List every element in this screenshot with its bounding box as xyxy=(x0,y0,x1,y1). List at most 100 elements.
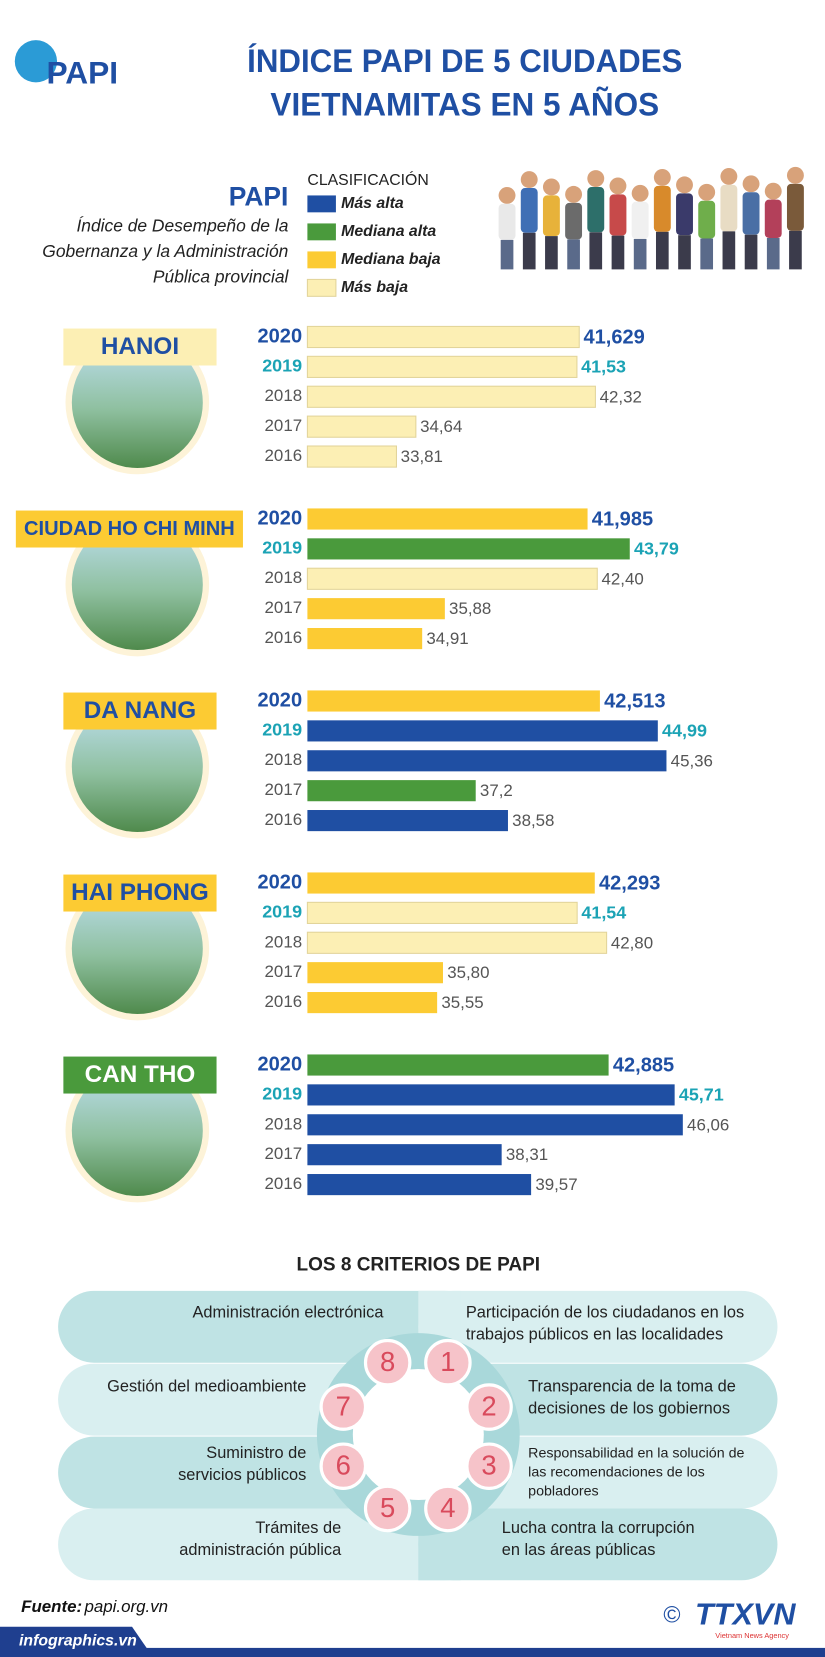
criteria-number-badge xyxy=(424,1338,472,1387)
bar xyxy=(306,445,397,468)
year-label: 2019 xyxy=(262,1084,302,1104)
value-label: 41,54 xyxy=(581,903,626,923)
criteria-number-badge xyxy=(424,1484,472,1533)
person-head xyxy=(631,184,649,202)
city-block: CIUDAD HO CHI MINH 2020 41,985 2019 43,79 201… xyxy=(15,507,679,657)
source: papi.org.vn xyxy=(84,1597,169,1616)
criteria-number-badge xyxy=(465,1383,513,1431)
bar xyxy=(307,750,667,772)
bar xyxy=(306,355,578,378)
city-photo xyxy=(71,883,203,1014)
bar xyxy=(307,1144,502,1166)
person-legs xyxy=(545,236,558,270)
person-legs xyxy=(500,239,514,270)
year-label: 2016 xyxy=(265,992,303,1011)
person-legs xyxy=(611,235,625,270)
person-head xyxy=(653,169,671,186)
title-line: VIETNAMITAS EN 5 AÑOS xyxy=(270,85,659,122)
bar xyxy=(307,962,443,984)
criteria-text: decisiones de los gobiernos xyxy=(528,1399,730,1417)
criteria-number: 5 xyxy=(380,1492,395,1523)
value-label: 43,79 xyxy=(634,539,679,559)
intro-description: Gobernanza y la Administración xyxy=(42,241,288,261)
legend-label: Más alta xyxy=(341,195,404,212)
criteria-band-right xyxy=(418,1508,778,1581)
person-head xyxy=(698,183,716,201)
value-label: 42,885 xyxy=(613,1054,674,1076)
bar xyxy=(307,598,445,620)
bar xyxy=(307,872,595,894)
city-label: CIUDAD HO CHI MINH xyxy=(24,518,235,540)
criteria: LOS 8 CRITERIOS DE PAPI 1 Participación d… xyxy=(58,1255,778,1581)
value-label: 34,91 xyxy=(426,629,468,648)
criteria-text: Lucha contra la corrupción xyxy=(502,1519,695,1537)
criteria-number: 8 xyxy=(380,1346,395,1377)
intro: PAPI Índice de Desempeño de la Gobernanz… xyxy=(42,170,441,297)
year-label: 2019 xyxy=(262,902,302,922)
criteria-number: 3 xyxy=(481,1450,496,1481)
value-label: 38,58 xyxy=(512,811,554,830)
bar xyxy=(306,567,598,590)
person-legs xyxy=(700,238,714,270)
year-label: 2019 xyxy=(262,538,302,558)
year-label: 2017 xyxy=(265,598,303,617)
city-label-box xyxy=(15,510,243,548)
year-label: 2018 xyxy=(265,1114,303,1133)
legend-swatch xyxy=(307,223,336,241)
person-body xyxy=(653,185,671,232)
person-head xyxy=(742,175,760,193)
year-label: 2016 xyxy=(265,810,303,829)
year-label: 2020 xyxy=(257,871,302,893)
criteria-text: Suministro de xyxy=(206,1444,306,1462)
intro-description: Índice de Desempeño de la xyxy=(76,216,288,236)
value-label: 39,57 xyxy=(535,1175,577,1194)
site-tab xyxy=(0,1626,153,1657)
city-photo xyxy=(71,1065,203,1196)
header: PAPI ÍNDICE PAPI DE 5 CIUDADES VIETNAMIT… xyxy=(14,40,682,122)
logo-emblem xyxy=(14,40,58,83)
value-label: 33,81 xyxy=(401,447,443,466)
legend-label: Mediana baja xyxy=(341,251,441,268)
person-legs xyxy=(655,231,669,270)
copyright: © xyxy=(663,1601,680,1627)
criteria-number-badge xyxy=(363,1338,412,1387)
city-photo xyxy=(71,701,203,832)
city-block: HANOI 2020 41,629 2019 41,53 2018 42,32 2017 34,… xyxy=(63,325,645,475)
city-block: HAI PHONG 2020 42,293 2019 41,54 2018 42,80 201… xyxy=(63,871,660,1021)
city-label-box xyxy=(63,692,217,730)
city-block: CAN THO 2020 42,885 2019 45,71 2018 46,06 2017 3… xyxy=(63,1053,729,1203)
criteria-text: servicios públicos xyxy=(178,1466,306,1484)
person-legs xyxy=(789,230,802,270)
bar xyxy=(307,992,438,1014)
bar xyxy=(307,1084,675,1106)
year-label: 2017 xyxy=(265,962,303,981)
agency-subtitle: Vietnam News Agency xyxy=(715,1631,789,1640)
criteria-number: 1 xyxy=(440,1346,455,1377)
criteria-number: 2 xyxy=(481,1390,496,1421)
criteria-text: pobladores xyxy=(528,1483,599,1499)
criteria-text: Gestión del medioambiente xyxy=(107,1377,306,1395)
year-label: 2020 xyxy=(257,507,302,529)
value-label: 38,31 xyxy=(506,1145,548,1164)
value-label: 37,2 xyxy=(480,781,513,800)
bar xyxy=(307,508,588,530)
legend-swatch xyxy=(306,278,337,297)
criteria-number: 4 xyxy=(440,1492,455,1523)
criteria-number: 7 xyxy=(336,1390,351,1421)
person-body xyxy=(520,188,538,233)
intro-name: PAPI xyxy=(229,182,289,212)
bar xyxy=(306,385,596,408)
value-label: 35,80 xyxy=(447,963,489,982)
person-body xyxy=(565,202,583,240)
value-label: 42,293 xyxy=(599,872,660,894)
value-label: 44,99 xyxy=(662,721,707,741)
person-legs xyxy=(522,232,536,270)
value-label: 41,53 xyxy=(581,357,626,377)
people-illustration xyxy=(498,166,804,270)
criteria-center xyxy=(352,1369,484,1501)
year-label: 2018 xyxy=(265,386,303,405)
legend-label: Mediana alta xyxy=(341,223,436,240)
value-label: 41,629 xyxy=(583,326,644,348)
city-label-box xyxy=(63,328,217,366)
criteria-text: Responsabilidad en la solución de xyxy=(528,1445,744,1461)
